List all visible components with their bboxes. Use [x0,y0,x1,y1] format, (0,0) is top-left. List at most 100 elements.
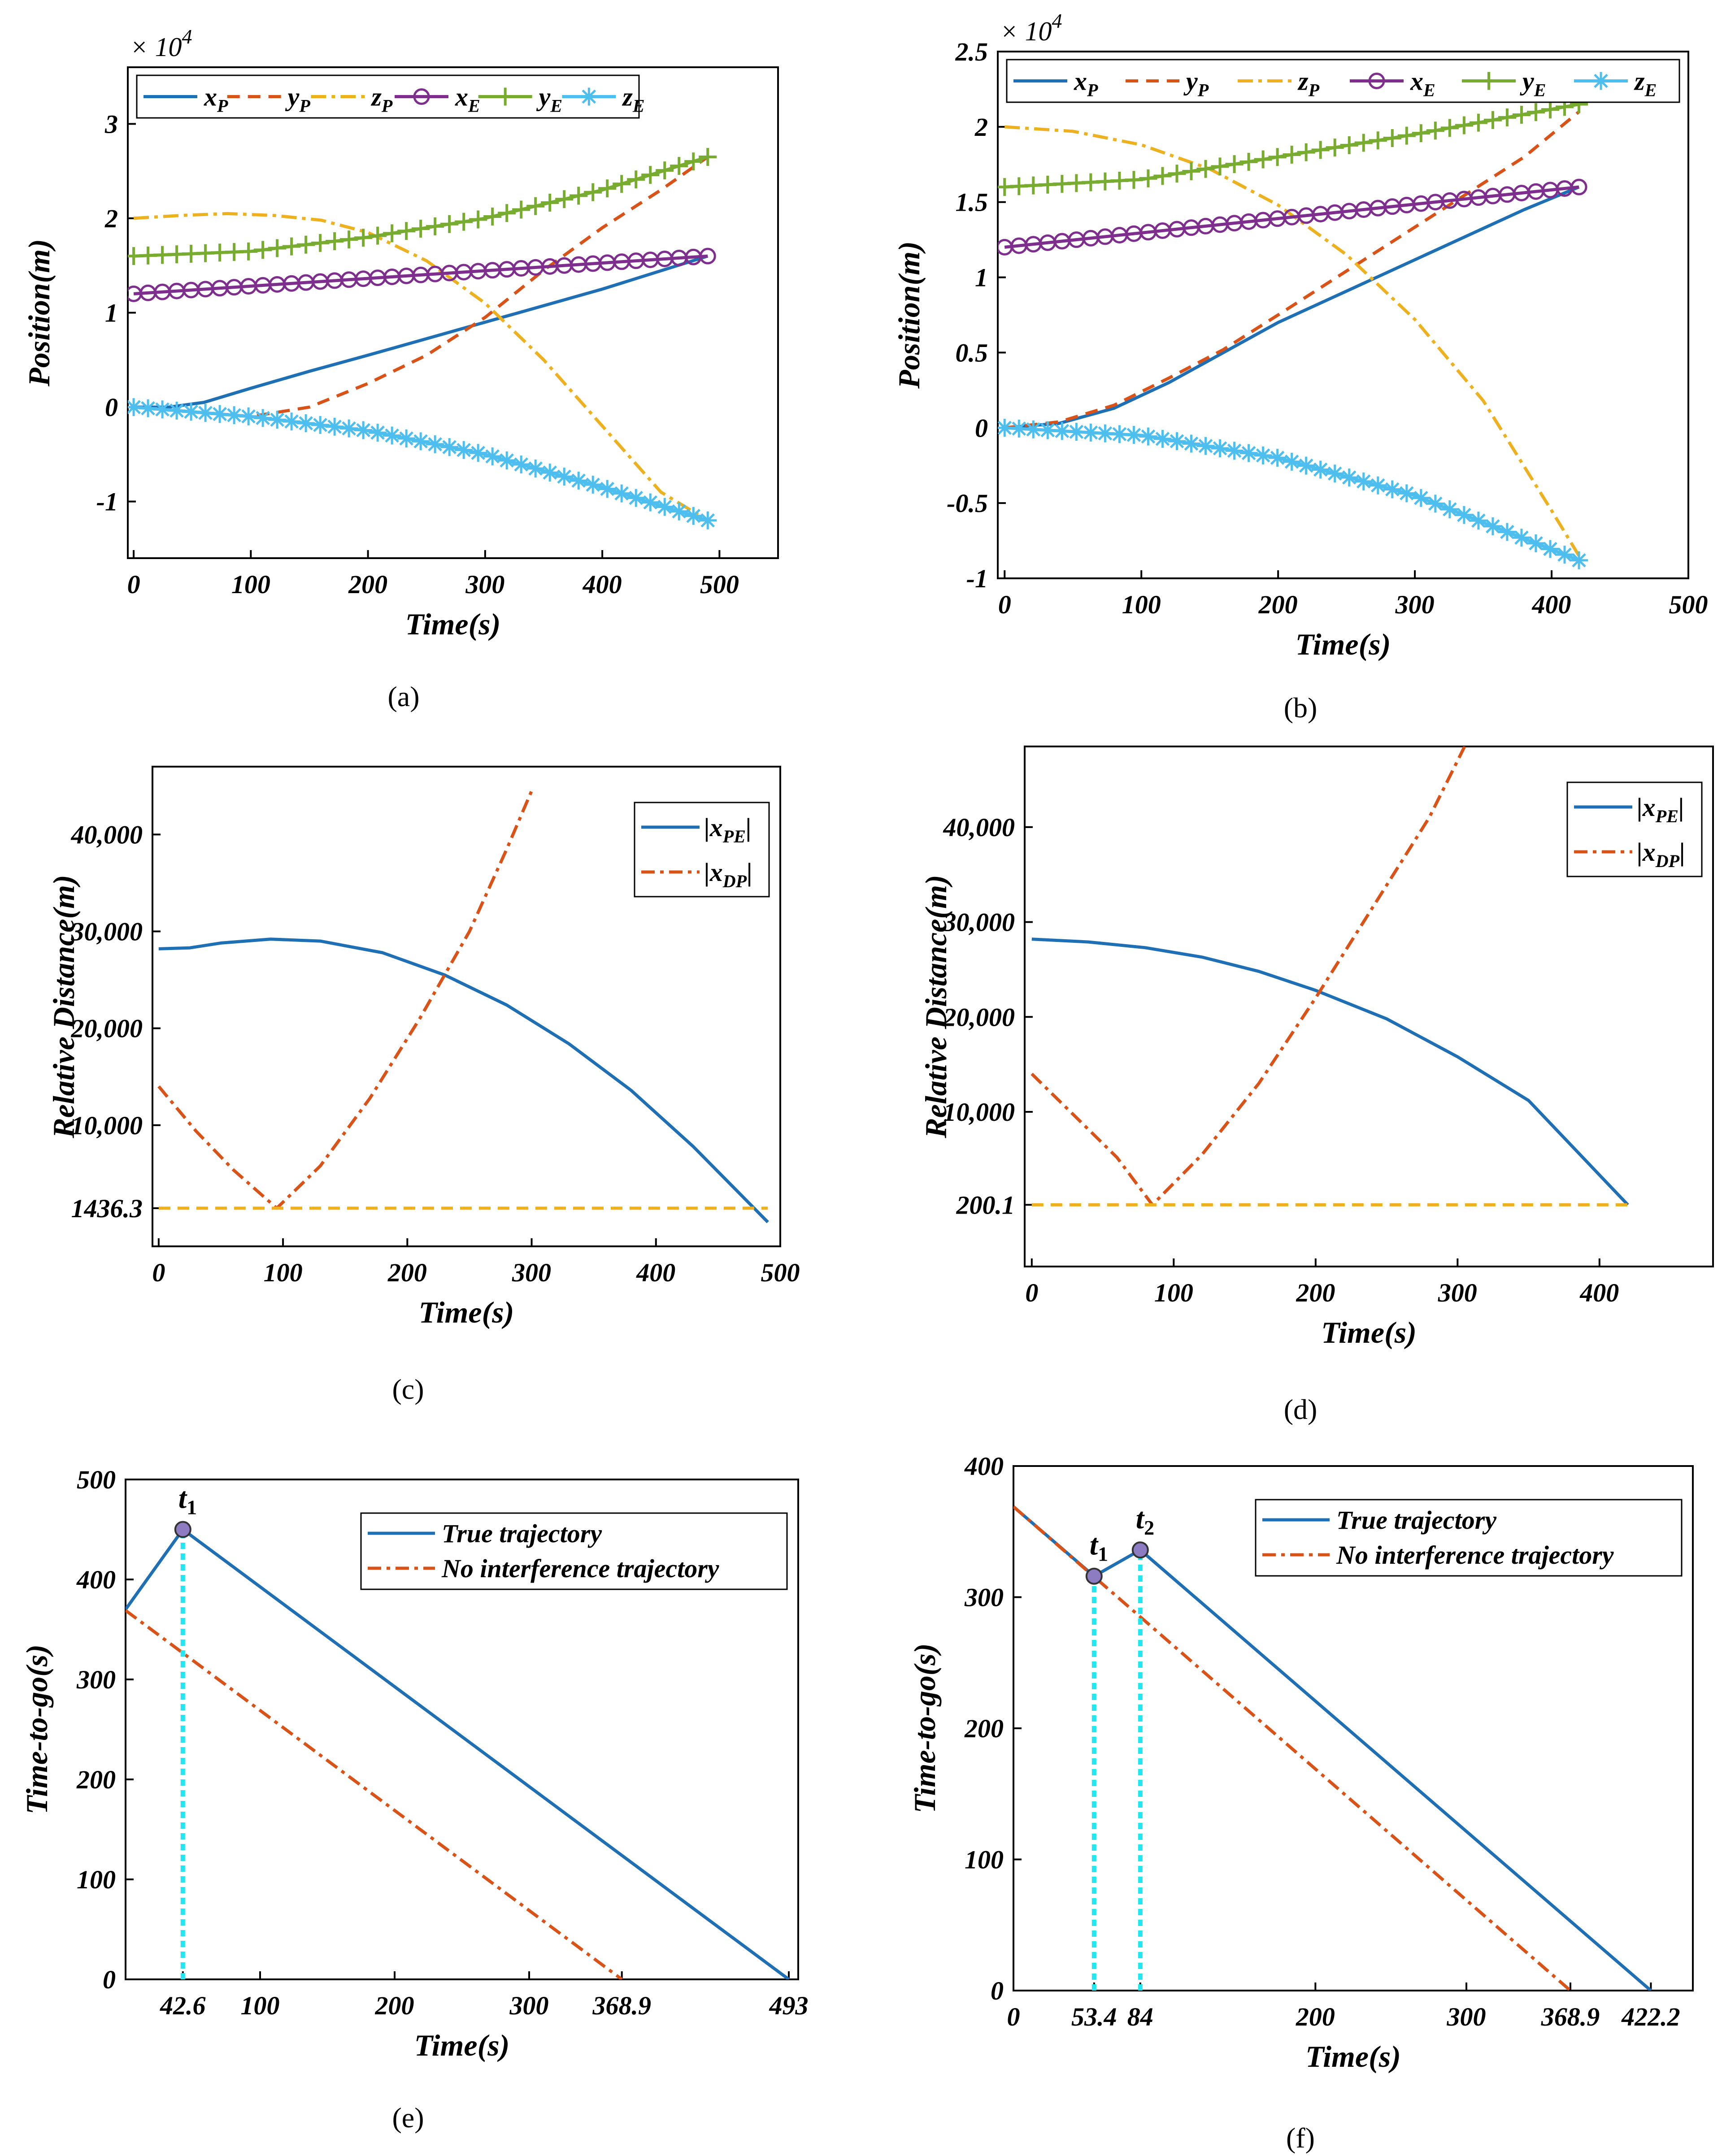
data-point [225,406,244,425]
data-point [496,87,514,106]
series-line-x_E [1004,185,1579,249]
y-tick-label: 100 [77,1865,116,1894]
data-point [1311,141,1330,159]
y-tick-label: 40,000 [71,820,143,849]
data-point [1592,72,1610,90]
series-line-z_E [133,405,709,522]
data-point [1412,124,1430,143]
data-point [283,237,301,256]
data-point [211,405,229,423]
x-tick-label: 500 [1669,590,1708,619]
data-point [1053,422,1071,440]
x-axis-label: Time(s) [419,1295,514,1329]
data-point [1039,421,1057,439]
x-axis-label: Time(s) [405,607,501,641]
data-point [1397,484,1416,503]
data-point [1440,500,1459,519]
legend-label: yP [285,82,311,116]
data-point [699,148,717,166]
series-line-y_P [1004,110,1580,429]
data-point [684,507,703,525]
data-point [641,166,660,184]
annotation-point [1131,1541,1149,1559]
x-tick-label: 300 [465,570,504,599]
x-tick-label: 100 [241,1991,280,2020]
data-point [670,157,688,175]
legend-label: zP [370,82,393,116]
data-point [1268,449,1287,467]
chart-panel-b: 0 100 200 300 400 500 -1 -0.5 0 0.5 1 1.5 2 2.5 Time(s… [892,9,1708,724]
legend-label: |xDP| [1637,837,1685,871]
data-point [570,472,588,490]
series-line-x_DP [1031,746,1466,1206]
legend-box [1006,59,1680,103]
data-point [1225,155,1244,174]
data-point [483,207,502,226]
data-point [1297,143,1315,161]
data-point [369,226,387,245]
legend-label: xE [455,82,480,116]
annotation-label: t2 [1136,1502,1154,1539]
data-point [268,411,287,429]
legend-label: xP [204,82,228,116]
y-tick-label: 1.5 [956,188,988,217]
data-point [656,498,674,516]
x-tick-label: 200 [375,1991,414,2020]
data-point [1354,472,1373,490]
data-point [998,419,1014,437]
x-tick-label: 400 [1532,590,1571,619]
y-tick-label: 300 [964,1583,1004,1612]
axis-multiplier: × 104 [1000,9,1062,46]
data-point [1498,108,1516,126]
y-tick-label: 200.1 [956,1190,1015,1219]
x-tick-label: 500 [761,1258,800,1287]
data-point [1483,517,1502,535]
legend-label: xP [1074,67,1098,100]
legend-label: xE [1410,67,1435,100]
panel-label: (f) [1286,2122,1315,2154]
plot-area-frame [125,1479,799,1980]
data-point [413,88,430,105]
data-point [326,232,344,251]
data-point [627,489,645,507]
x-tick-label: 368.9 [1541,2002,1600,2031]
y-tick-label: 40,000 [943,813,1015,842]
x-tick-label: 0 [127,570,140,599]
x-tick-label: 200 [348,570,387,599]
data-point [512,455,531,474]
data-point [1469,113,1487,132]
series-line-True-trajectory [1013,1505,1652,1991]
panel-label: (c) [392,1373,424,1405]
annotation-label: t1 [1090,1529,1108,1566]
data-point [699,247,716,265]
data-point [297,235,315,254]
data-point [598,480,617,498]
annotation-label: t1 [178,1482,197,1519]
x-tick-label: 400 [636,1258,675,1287]
data-point [1211,439,1229,458]
plot-area-frame [1024,746,1714,1267]
data-point [128,398,143,416]
x-tick-label: 0 [998,590,1011,619]
plot-area-frame [152,766,781,1247]
data-point [1196,437,1215,455]
data-point [311,416,330,434]
legend-label: zE [1634,67,1657,100]
legend-label: |xPE| [704,813,752,846]
chart-panel-d: 0 100 200 300 400 200.1 10,000 20,000 30,000 40,0… [919,746,1714,1425]
panel-label: (d) [1284,1393,1318,1425]
y-tick-label: 0.5 [956,338,988,367]
x-tick-label: 100 [1122,590,1161,619]
data-point [469,444,487,462]
data-point [326,417,344,436]
y-tick-label: 30,000 [71,917,143,946]
data-point [555,190,574,208]
data-point [541,194,559,212]
legend-box [360,1512,788,1590]
data-point [239,407,258,425]
panel-label: (b) [1284,692,1318,724]
legend-label: |xPE| [1637,793,1684,826]
x-tick-label: 300 [1395,590,1435,619]
legend-label: |xDP| [704,858,752,891]
data-point [580,87,598,106]
